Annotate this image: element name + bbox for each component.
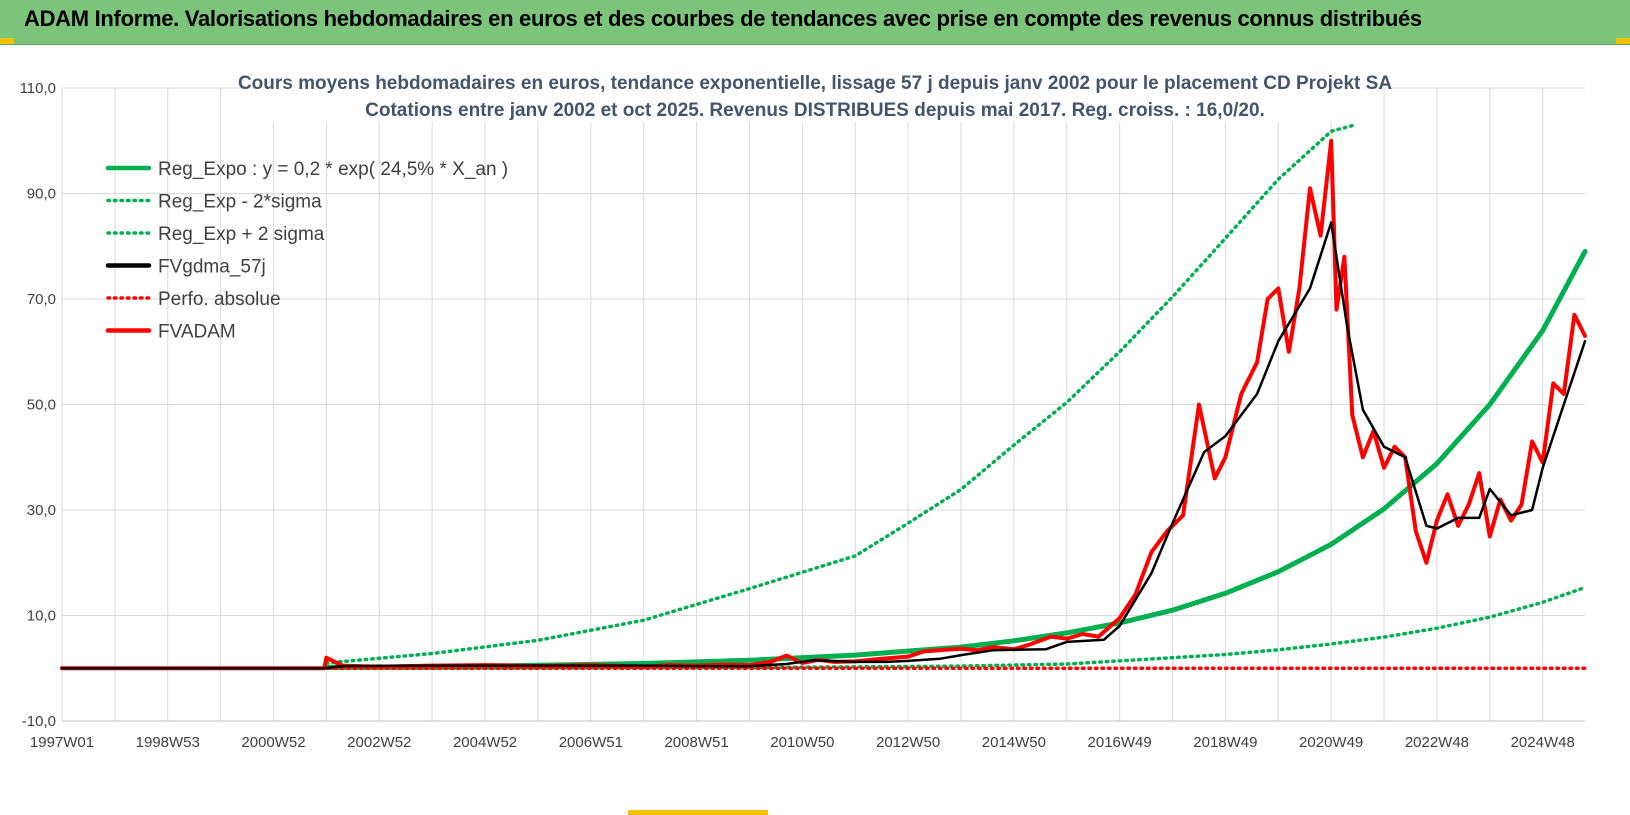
chart-series (60, 123, 1588, 671)
chart-title: Cours moyens hebdomadaires en euros, ten… (238, 73, 1392, 94)
legend-label: Perfo. absolue (158, 289, 281, 310)
x-tick-label: 2016W49 (1088, 734, 1152, 751)
x-tick-label: 2024W48 (1511, 734, 1575, 751)
series-line-3 (324, 123, 1357, 665)
y-tick-label: 90,0 (27, 186, 56, 203)
x-tick-label: 2006W51 (559, 734, 623, 751)
x-tick-label: 2008W51 (664, 734, 728, 751)
x-tick-label: 2020W49 (1299, 734, 1363, 751)
x-tick-label: 2018W49 (1193, 734, 1257, 751)
series-line-1 (323, 249, 1588, 670)
corner-marker-bottom (628, 810, 768, 815)
series-line-4 (60, 221, 1587, 670)
legend-label: FVADAM (158, 322, 236, 343)
chart-legend: Reg_Expo : y = 0,2 * exp( 24,5% * X_an )… (105, 159, 508, 343)
legend-label: Reg_Expo : y = 0,2 * exp( 24,5% * X_an ) (158, 159, 508, 180)
y-tick-label: 70,0 (27, 291, 56, 308)
report-header-title: ADAM Informe. Valorisations hebdomadaire… (24, 6, 1422, 31)
x-tick-label: 2000W52 (241, 734, 305, 751)
x-tick-label: 2004W52 (453, 734, 517, 751)
chart-area: -10,0 10,0 30,0 50,0 70,0 90,0 110,0 1997W01 199… (20, 70, 1588, 751)
series-line-6 (60, 138, 1587, 671)
x-tick-label: 2014W50 (982, 734, 1046, 751)
y-tick-label: 110,0 (20, 80, 56, 97)
x-tick-label: 1998W53 (136, 734, 200, 751)
corner-marker-top-left (0, 38, 14, 44)
x-tick-label: 2002W52 (347, 734, 411, 751)
y-tick-label: 10,0 (27, 608, 56, 625)
y-tick-label: 30,0 (27, 502, 56, 519)
chart-grid (61, 87, 1585, 722)
x-tick-label: 1997W01 (30, 734, 94, 751)
x-tick-label: 2022W48 (1405, 734, 1469, 751)
legend-label: Reg_Exp + 2 sigma (158, 224, 325, 245)
chart-axes: -10,0 10,0 30,0 50,0 70,0 90,0 110,0 1997W01 199… (20, 80, 1585, 751)
y-tick-label: 50,0 (27, 397, 56, 414)
x-tick-label: 2010W50 (770, 734, 834, 751)
chart-title-background (255, 70, 1365, 122)
chart-subtitle: Cotations entre janv 2002 et oct 2025. R… (365, 100, 1265, 121)
legend-label: FVgdma_57j (158, 257, 266, 278)
y-tick-label: -10,0 (22, 713, 56, 730)
corner-marker-top-right (1616, 38, 1630, 44)
legend-label: Reg_Exp - 2*sigma (158, 192, 322, 213)
header-bar: ADAM Informe. Valorisations hebdomadaire… (0, 0, 1630, 45)
x-tick-label: 2012W50 (876, 734, 940, 751)
